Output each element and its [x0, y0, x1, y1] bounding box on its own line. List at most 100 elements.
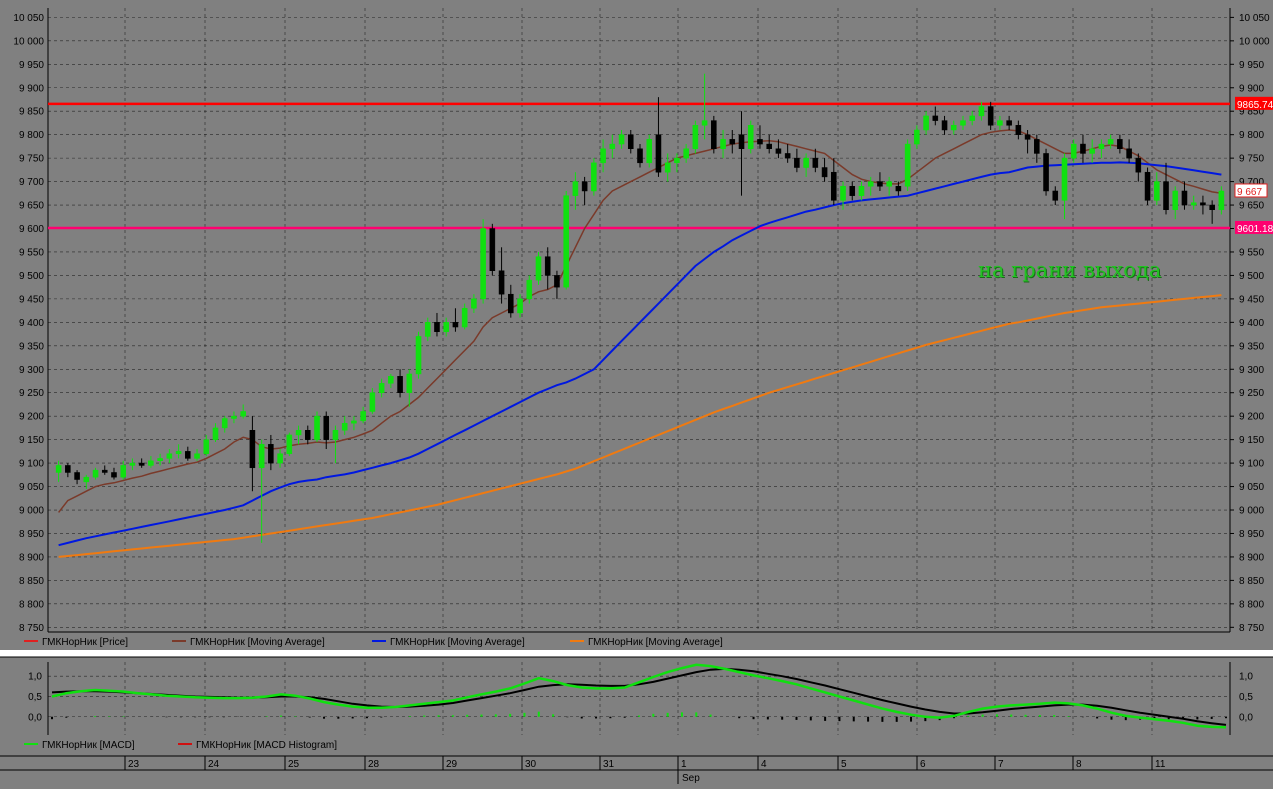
price-tick-label-left: 9 100 [19, 459, 44, 470]
legend-item-ma-fast[interactable]: ГМКНорНик [Moving Average] [172, 637, 325, 648]
legend-swatch [24, 640, 38, 643]
candle-body [480, 228, 486, 300]
candle-body [969, 115, 976, 121]
candle-body [950, 125, 957, 131]
price-tick-label-right: 8 950 [1239, 529, 1264, 540]
candle-body [729, 139, 736, 145]
candle-body [101, 469, 108, 473]
macd-tick-label-left: 1,0 [28, 672, 42, 683]
candle-body [600, 148, 606, 164]
candle-body [1153, 181, 1160, 201]
candle-body [1070, 143, 1077, 159]
price-tick-label-left: 9 300 [19, 365, 44, 376]
price-tick-label-left: 10 000 [13, 36, 44, 47]
candle-body [314, 415, 320, 440]
candle-body [886, 181, 892, 187]
legend-item-macd[interactable]: ГМКНорНик [MACD] [24, 740, 135, 751]
candle-body [720, 139, 726, 150]
candle-body [1135, 157, 1142, 173]
legend-item-ma-mid[interactable]: ГМКНорНик [Moving Average] [372, 637, 525, 648]
candle-body [166, 453, 173, 459]
legend-swatch [178, 743, 192, 746]
legend-item-ma-slow[interactable]: ГМКНорНик [Moving Average] [570, 637, 723, 648]
date-tick-label: 7 [998, 759, 1004, 770]
date-tick-label: 4 [761, 759, 767, 770]
candle-body [148, 460, 154, 466]
price-tick-label-left: 9 800 [19, 130, 44, 141]
last-price-box [1234, 183, 1268, 198]
price-tick-label-right: 9 800 [1239, 130, 1264, 141]
candle-body [508, 293, 514, 314]
price-tick-label-left: 9 250 [19, 388, 44, 399]
price-tick-label-left: 9 000 [19, 506, 44, 517]
candle-body [83, 476, 90, 483]
macd-tick-label-left: 0,0 [28, 712, 42, 723]
candle-body [997, 120, 1003, 126]
legend-swatch [172, 640, 186, 643]
candle-body [738, 134, 745, 150]
candle-body [286, 434, 293, 454]
candle-body [1218, 190, 1225, 210]
candle-body [175, 451, 182, 454]
candle-body [563, 195, 569, 288]
candle-body [434, 322, 440, 332]
candle-body [1107, 139, 1114, 145]
candle-body [388, 376, 394, 384]
price-tick-label-right: 9 100 [1239, 459, 1264, 470]
candle-body [1163, 181, 1169, 210]
legend-swatch [372, 640, 386, 643]
price-tick-label-right: 9 900 [1239, 83, 1264, 94]
candle-body [92, 469, 99, 478]
date-tick-label: 23 [128, 759, 140, 770]
candle-body [747, 125, 754, 150]
candle-body [1181, 190, 1188, 206]
candle-body [360, 411, 366, 422]
candle-body [157, 458, 163, 462]
candle-body [1043, 153, 1049, 192]
candle-body [1061, 157, 1068, 201]
candle-body [1052, 190, 1059, 201]
macd-tick-label-left: 0,5 [28, 692, 42, 703]
candle-body [683, 148, 689, 159]
candle-body [341, 422, 348, 431]
candle-body [1089, 148, 1095, 154]
price-tick-label-left: 9 700 [19, 177, 44, 188]
panel-separator [0, 650, 1273, 657]
candle-body [231, 415, 237, 419]
candle-body [221, 418, 228, 429]
price-tick-label-left: 8 800 [19, 599, 44, 610]
candle-body [526, 279, 533, 300]
candle-body [840, 186, 846, 201]
price-tick-label-right: 10 050 [1239, 13, 1270, 24]
price-tick-label-right: 9 650 [1239, 201, 1264, 212]
candle-body [692, 125, 699, 150]
price-tick-label-left: 9 050 [19, 482, 44, 493]
legend-item-macd-histogram[interactable]: ГМКНорНик [MACD Histogram] [178, 740, 337, 751]
date-tick-label: 31 [603, 759, 615, 770]
price-tick-label-right: 9 150 [1239, 435, 1264, 446]
candle-body [1172, 190, 1179, 210]
candle-body [1126, 148, 1132, 159]
price-tick-label-right: 9 700 [1239, 177, 1264, 188]
date-tick-label: 30 [525, 759, 537, 770]
level-label: 9601.18 [1237, 224, 1273, 235]
candle-body [554, 275, 560, 288]
candle-body [572, 181, 579, 196]
candle-body [378, 383, 385, 393]
price-tick-label-left: 9 350 [19, 341, 44, 352]
candle-body [914, 129, 920, 145]
macd-line [51, 663, 1227, 729]
macd-legend: ГМКНорНик [MACD] ГМКНорНик [MACD Histogr… [0, 740, 1273, 756]
candle-body [904, 143, 911, 187]
candle-body [424, 322, 431, 337]
candle-body [1024, 134, 1031, 140]
candle-body [609, 143, 616, 150]
candle-body [664, 162, 671, 173]
candle-body [471, 298, 477, 309]
candle-body [627, 134, 634, 150]
price-tick-label-right: 9 000 [1239, 506, 1264, 517]
legend-swatch [570, 640, 584, 643]
date-tick-label: 24 [208, 759, 220, 770]
legend-item-price[interactable]: ГМКНорНик [Price] [24, 637, 128, 648]
